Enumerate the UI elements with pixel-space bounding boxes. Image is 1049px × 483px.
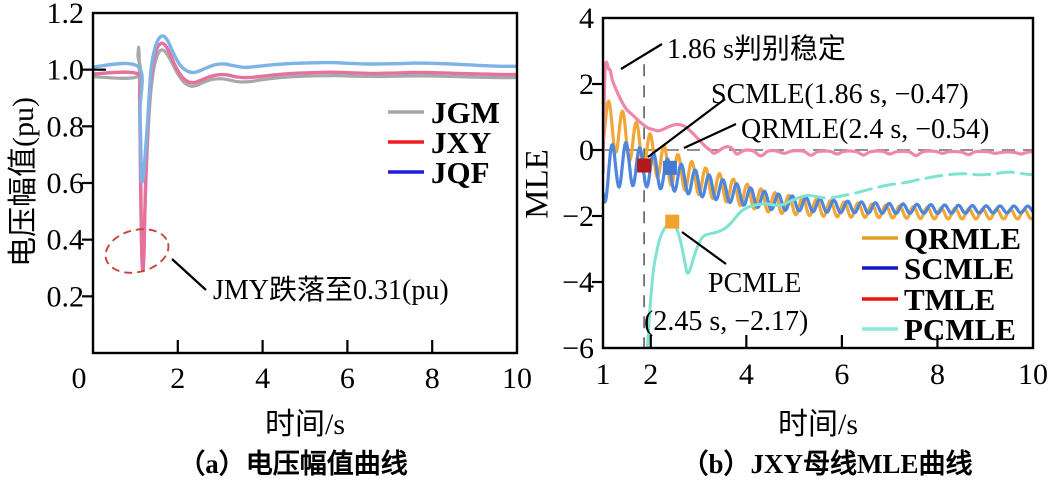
annotation-text: PCMLE [708,268,801,299]
x-tick-label: 6 [834,358,849,391]
y-tick-label: −4 [562,266,594,299]
curve-pcmle [645,193,810,349]
annotation-leader-line [683,123,737,149]
x-axis-title-b: 时间/s [777,408,859,441]
y-tick-label: 4 [579,2,594,35]
curve-pcmle-tail [806,170,1034,200]
y-tick-label: 1.0 [47,54,85,87]
curve-scmle [602,140,1034,215]
annotation-leader-line [620,43,663,70]
legend-item-tmle: TMLE [862,282,995,317]
plot-border [601,16,1035,350]
x-tick-label: 1 [596,358,611,391]
y-tick-label: −6 [562,332,594,365]
x-tick-label: 8 [425,362,440,395]
marker-scmle-point [637,158,652,173]
y-tick-label: 0.6 [47,167,85,200]
dip-highlight-ellipse [104,228,170,274]
legend-item-jxy: JXY [388,125,491,160]
annotation-text: JMY跌落至0.31(pu) [213,274,449,306]
y-axis-title-b: MLE [519,149,556,219]
y-axis-title-a: 电压幅值(pu) [7,97,40,267]
legend-item-scmle: SCMLE [862,251,1014,286]
y-tick-label: −2 [562,200,594,233]
legend-item-qrmle: QRMLE [862,221,1021,256]
x-tick-label: 0 [72,362,87,395]
x-tick-label: 6 [340,362,355,395]
annotation-text: QRMLE(2.4 s, −0.54) [741,114,989,145]
curve-jxy [92,41,518,273]
x-tick-label: 8 [930,358,945,391]
legend-label-scmle: SCMLE [904,251,1014,286]
x-tick-label: 2 [643,358,658,391]
legend-label-pcmle: PCMLE [904,312,1016,347]
annotation-text: 1.86 s判别稳定 [667,33,846,65]
annotation-text: SCMLE(1.86 s, −0.47) [711,79,969,110]
legend-label-jxy: JXY [431,125,491,160]
legend-label-jgm: JGM [431,95,500,130]
x-tick-label: 2 [170,362,185,395]
y-tick-label: 2 [579,68,594,101]
y-tick-label: 1.2 [47,0,85,30]
legend-item-jqf: JQF [388,155,490,190]
annotation-text: (2.45 s, −2.17) [644,306,808,337]
curve-tmle [602,60,1034,175]
marker-qrmle-point [662,160,677,175]
marker-pcmle-point [665,214,680,229]
x-tick-label: 4 [739,358,754,391]
annotation-leader-line [647,98,726,158]
curve-jqf [92,34,518,184]
annotation-leader-line [171,258,207,291]
x-tick-label: 10 [1018,358,1048,391]
legend-label-tmle: TMLE [904,282,995,317]
caption-panel-a: （a）电压幅值曲线 [178,449,408,479]
x-tick-label: 4 [255,362,270,395]
x-axis-title-a: 时间/s [264,408,346,441]
legend-item-jgm: JGM [388,95,500,130]
caption-panel-b: （b）JXY母线MLE曲线 [681,449,973,479]
legend-item-pcmle: PCMLE [862,312,1016,347]
panel-b: 1 2 4 6 8 10420−2−4−6QRMLESCMLETMLEPCMLE1.86 … [562,2,1048,391]
legend-label-qrmle: QRMLE [904,221,1021,256]
y-tick-label: 0.4 [47,224,85,257]
annotation-leader-line [681,231,727,265]
x-tick-label: 10 [502,362,532,395]
y-tick-label: 0.8 [47,110,85,143]
y-tick-label: 0.2 [47,280,85,313]
legend-label-jqf: JQF [431,155,490,190]
y-tick-label: 0 [579,134,594,167]
